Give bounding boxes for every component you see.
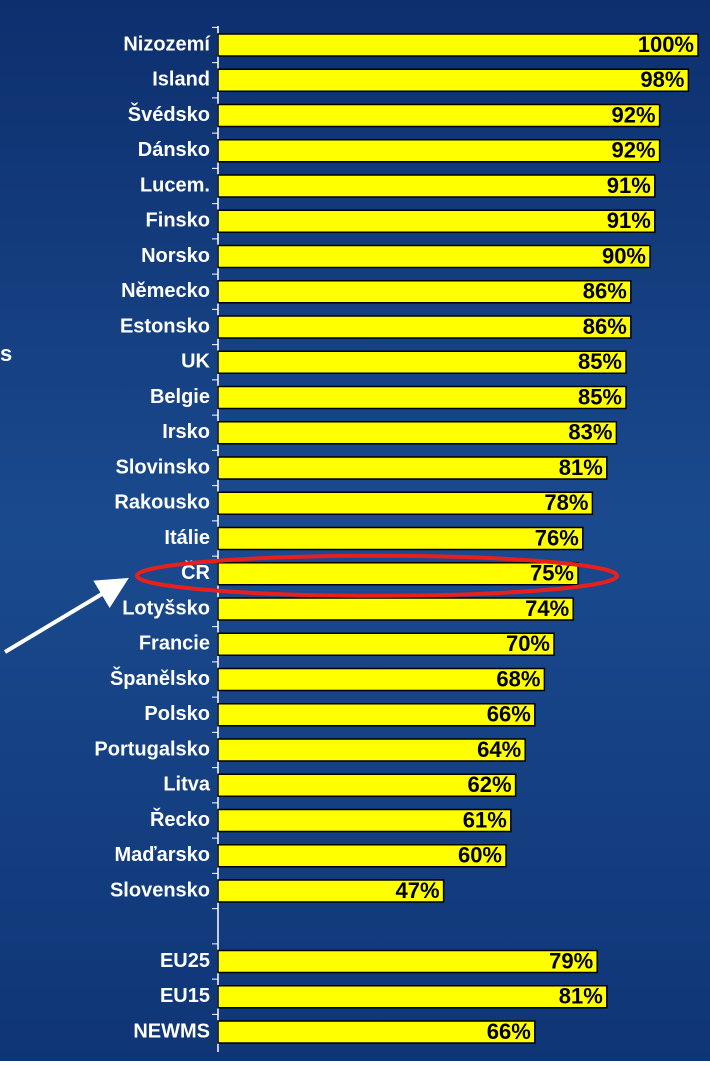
- category-label: NEWMS: [133, 1020, 210, 1042]
- value-label: 76%: [535, 525, 579, 550]
- bar: [217, 632, 555, 656]
- bar: [217, 174, 656, 198]
- category-label: Maďarsko: [114, 844, 210, 866]
- bar: [217, 879, 445, 903]
- value-label: 85%: [578, 349, 622, 374]
- bar: [217, 703, 536, 727]
- bar: [217, 103, 661, 128]
- value-label: 85%: [578, 384, 622, 409]
- category-label: Rakousko: [114, 492, 210, 514]
- bar: [217, 421, 618, 445]
- side-text: s: [0, 341, 12, 366]
- bar: [217, 1020, 536, 1044]
- category-label: Španělsko: [110, 666, 210, 690]
- bar: [217, 949, 598, 974]
- bar: [217, 315, 632, 339]
- bar: [217, 244, 651, 269]
- value-label: 92%: [612, 102, 656, 127]
- bar: [217, 280, 632, 304]
- bar: [217, 491, 594, 515]
- value-label: 79%: [549, 948, 593, 973]
- bar: [217, 209, 656, 233]
- bar: [217, 773, 517, 797]
- category-label: Island: [152, 69, 210, 91]
- value-label: 66%: [487, 702, 531, 727]
- value-label: 98%: [640, 67, 684, 92]
- value-label: 81%: [559, 455, 603, 480]
- value-label: 47%: [396, 878, 440, 903]
- category-label: Estonsko: [120, 315, 210, 337]
- bar: [217, 385, 627, 410]
- value-label: 86%: [583, 314, 627, 339]
- category-label: Norsko: [141, 245, 210, 267]
- value-label: 90%: [602, 243, 646, 268]
- value-label: 91%: [607, 208, 651, 233]
- bar: [217, 68, 690, 92]
- bar: [217, 526, 584, 551]
- category-label: Nizozemí: [123, 33, 211, 55]
- category-label: Finsko: [146, 210, 210, 232]
- category-label: Lotyšsko: [122, 597, 210, 619]
- value-label: 81%: [559, 984, 603, 1009]
- category-label: Irsko: [162, 421, 210, 443]
- bar: [217, 738, 526, 762]
- bar: [217, 456, 608, 480]
- value-label: 64%: [477, 737, 521, 762]
- bar: [217, 808, 512, 833]
- category-label: Německo: [121, 280, 210, 302]
- category-label: Řecko: [150, 807, 210, 831]
- category-label: Itálie: [164, 527, 210, 549]
- category-label: Dánsko: [138, 139, 210, 161]
- value-label: 66%: [487, 1019, 531, 1044]
- category-label: Slovinsko: [116, 456, 210, 478]
- category-label: Lucem.: [140, 174, 210, 196]
- value-label: 74%: [525, 596, 569, 621]
- category-label: Belgie: [150, 386, 210, 408]
- category-label: Polsko: [144, 703, 210, 725]
- category-label: Portugalsko: [94, 738, 210, 760]
- highlight-ellipse: [135, 553, 619, 598]
- value-label: 61%: [463, 807, 507, 832]
- category-label: EU15: [160, 985, 210, 1007]
- value-label: 91%: [607, 173, 651, 198]
- arrow: [3, 577, 129, 654]
- category-label: Francie: [139, 633, 210, 655]
- bar: [217, 844, 507, 868]
- value-label: 62%: [468, 772, 512, 797]
- bar: [217, 597, 574, 621]
- bar: [217, 139, 661, 163]
- category-label: Švédsko: [128, 102, 210, 126]
- value-label: 68%: [496, 666, 540, 691]
- category-label: EU25: [160, 950, 210, 972]
- category-label: Litva: [163, 774, 211, 796]
- value-label: 92%: [612, 138, 656, 163]
- bar: [217, 985, 608, 1009]
- bar: [217, 33, 699, 57]
- value-label: 86%: [583, 279, 627, 304]
- value-label: 83%: [568, 420, 612, 445]
- value-label: 100%: [638, 32, 694, 57]
- bar: [217, 350, 627, 374]
- category-label: UK: [181, 351, 210, 373]
- bar: [217, 562, 579, 586]
- value-label: 78%: [544, 490, 588, 515]
- category-label: Slovensko: [110, 879, 210, 901]
- value-label: 60%: [458, 843, 502, 868]
- bar: [217, 667, 546, 692]
- value-label: 70%: [506, 631, 550, 656]
